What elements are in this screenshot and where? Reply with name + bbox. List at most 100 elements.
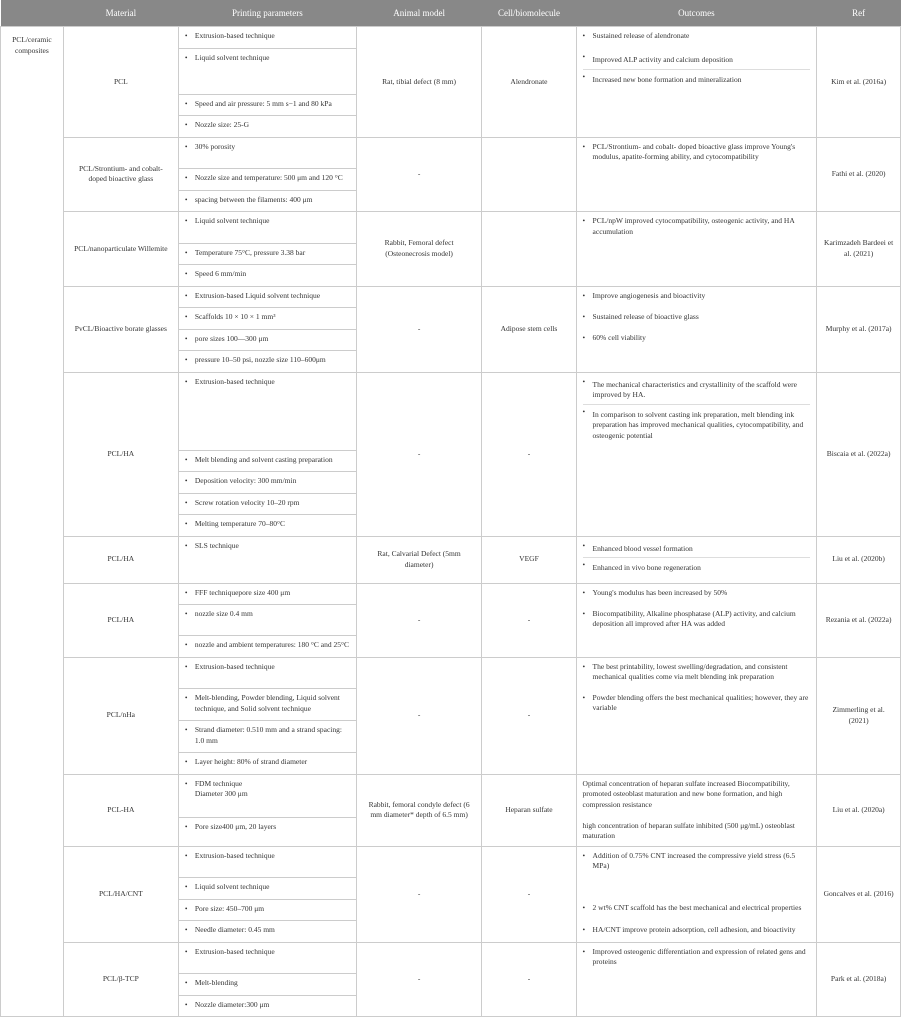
outcome-cell [576, 472, 817, 494]
param-cell: Extrusion-based technique [178, 846, 356, 878]
bullet-item: Sustained release of bioactive glass [583, 312, 811, 323]
bullet-item: Improve angiogenesis and bioactivity [583, 291, 811, 302]
animal-cell: - [356, 583, 482, 657]
table-row: PCL/β-TCPExtrusion-based technique--Impr… [1, 942, 901, 974]
main-table: MaterialPrinting parametersAnimal modelC… [0, 0, 901, 1017]
ref-cell: Park et al. (2018a) [817, 942, 901, 1017]
param-cell: Liquid solvent technique [178, 48, 356, 94]
col-header: Printing parameters [178, 0, 356, 27]
bullet-item: Pore size400 μm, 20 layers [185, 822, 350, 833]
param-cell: pore sizes 100—300 μm [178, 329, 356, 351]
table-row: PCL/Strontium- and cobalt- doped bioacti… [1, 137, 901, 169]
table-row: PCL/HAFFF techniquepore size 400 μm--You… [1, 583, 901, 605]
param-cell: Liquid solvent technique [178, 212, 356, 244]
outcome-cell: Powder blending offers the best mechanic… [576, 689, 817, 721]
cell-cell [482, 137, 576, 212]
bullet-item: Speed and air pressure: 5 mm s−1 and 80 … [185, 99, 350, 110]
material-cell: PCL/HA [63, 583, 178, 657]
outcome-cell: Improve angiogenesis and bioactivity [576, 286, 817, 308]
bullet-item: Layer height: 80% of strand diameter [185, 757, 350, 768]
outcome-cell: HA/CNT improve protein adsorption, cell … [576, 921, 817, 943]
bullet-item: Speed 6 mm/min [185, 269, 350, 280]
cell-cell: - [482, 846, 576, 942]
param-cell: Needle diameter: 0.45 mm [178, 921, 356, 943]
bullet-item: Improved ALP activity and calcium deposi… [583, 52, 811, 70]
bullet-item: Enhanced blood vessel formation [583, 541, 811, 559]
param-cell: Extrusion-based technique [178, 942, 356, 974]
outcome-cell [576, 351, 817, 373]
param-cell: Layer height: 80% of strand diameter [178, 753, 356, 775]
ref-cell: Liu et al. (2020a) [817, 774, 901, 846]
bullet-item: pressure 10–50 psi, nozzle size 110–600μ… [185, 355, 350, 366]
param-cell: Melt-blending [178, 974, 356, 996]
animal-cell: - [356, 657, 482, 774]
bullet-item: Extrusion-based technique [185, 851, 350, 862]
outcome-cell: The best printability, lowest swelling/d… [576, 657, 817, 689]
outcome-cell: PCL/npW improved cytocompatibility, oste… [576, 212, 817, 244]
col-header: Animal model [356, 0, 482, 27]
param-cell: SLS technique [178, 536, 356, 583]
outcome-cell: Young's modulus has been increased by 50… [576, 583, 817, 605]
ref-cell: Fathi et al. (2020) [817, 137, 901, 212]
material-cell: PCL/HA [63, 536, 178, 583]
param-cell: nozzle size 0.4 mm [178, 605, 356, 636]
bullet-item: Extrusion-based technique [185, 947, 350, 958]
outcome-cell: 2 wt% CNT scaffold has the best mechanic… [576, 899, 817, 921]
outcome-cell: Sustained release of alendronate [576, 27, 817, 49]
param-cell: Nozzle diameter:300 μm [178, 995, 356, 1017]
bullet-item: In comparison to solvent casting ink pre… [583, 407, 811, 445]
animal-cell: - [356, 286, 482, 372]
param-cell: Liquid solvent technique [178, 878, 356, 900]
animal-cell: Rabbit, Femoral defect (Osteonecrosis mo… [356, 212, 482, 287]
param-cell: Nozzle size: 25-G [178, 116, 356, 138]
bullet-item: PCL/npW improved cytocompatibility, oste… [583, 216, 811, 237]
bullet-item: Liquid solvent technique [185, 53, 350, 64]
table-row: PCL/HAExtrusion-based technique--The mec… [1, 372, 901, 450]
bullet-item: 2 wt% CNT scaffold has the best mechanic… [583, 903, 811, 914]
bullet-item: Nozzle size and temperature: 500 μm and … [185, 173, 350, 184]
outcome-cell: Enhanced blood vessel formationEnhanced … [576, 536, 817, 583]
cell-cell: - [482, 942, 576, 1017]
animal-cell: - [356, 942, 482, 1017]
param-cell: Pore size400 μm, 20 layers [178, 817, 356, 846]
outcome-cell [576, 190, 817, 212]
bullet-item: Extrusion-based technique [185, 31, 350, 42]
param-cell: Extrusion-based technique [178, 27, 356, 49]
material-cell: PCL/nanoparticulate Willemite [63, 212, 178, 287]
col-header [1, 0, 64, 27]
material-cell: PCL-HA [63, 774, 178, 846]
bullet-item: Nozzle diameter:300 μm [185, 1000, 350, 1011]
material-cell: PCL/β-TCP [63, 942, 178, 1017]
outcome-cell [576, 878, 817, 900]
param-cell: FDM technique Diameter 300 μm [178, 774, 356, 817]
ref-cell: Liu et al. (2020b) [817, 536, 901, 583]
outcome-cell: Improved ALP activity and calcium deposi… [576, 48, 817, 94]
col-header: Cell/biomolecule [482, 0, 576, 27]
param-cell: Speed and air pressure: 5 mm s−1 and 80 … [178, 94, 356, 116]
param-cell: Pore size: 450–700 μm [178, 899, 356, 921]
ref-cell: Kim et al. (2016a) [817, 27, 901, 138]
ref-cell: Rezania et al. (2022a) [817, 583, 901, 657]
bullet-item: Liquid solvent technique [185, 216, 350, 227]
animal-cell: - [356, 137, 482, 212]
table-row: PCL/nanoparticulate WillemiteLiquid solv… [1, 212, 901, 244]
param-cell: 30% porosity [178, 137, 356, 169]
bullet-item: Melt-blending, Powder blending, Liquid s… [185, 693, 350, 714]
bullet-item: Nozzle size: 25-G [185, 120, 350, 131]
bullet-item: The mechanical characteristics and cryst… [583, 377, 811, 405]
param-cell: Extrusion-based Liquid solvent technique [178, 286, 356, 308]
bullet-item: Screw rotation velocity 10–20 rpm [185, 498, 350, 509]
bullet-item: Strand diameter: 0.510 mm and a strand s… [185, 725, 350, 746]
bullet-item: Extrusion-based technique [185, 662, 350, 673]
param-cell: Nozzle size and temperature: 500 μm and … [178, 169, 356, 191]
bullet-item: Melting temperature 70–80°C [185, 519, 350, 530]
param-cell: Extrusion-based technique [178, 657, 356, 689]
bullet-item: Extrusion-based technique [185, 377, 350, 388]
param-cell: Strand diameter: 0.510 mm and a strand s… [178, 721, 356, 753]
bullet-item: Enhanced in vivo bone regeneration [583, 560, 811, 577]
param-cell: Speed 6 mm/min [178, 265, 356, 287]
cell-cell: Heparan sulfate [482, 774, 576, 846]
outcome-cell [576, 721, 817, 753]
cell-cell: VEGF [482, 536, 576, 583]
param-cell: Melt blending and solvent casting prepar… [178, 450, 356, 472]
